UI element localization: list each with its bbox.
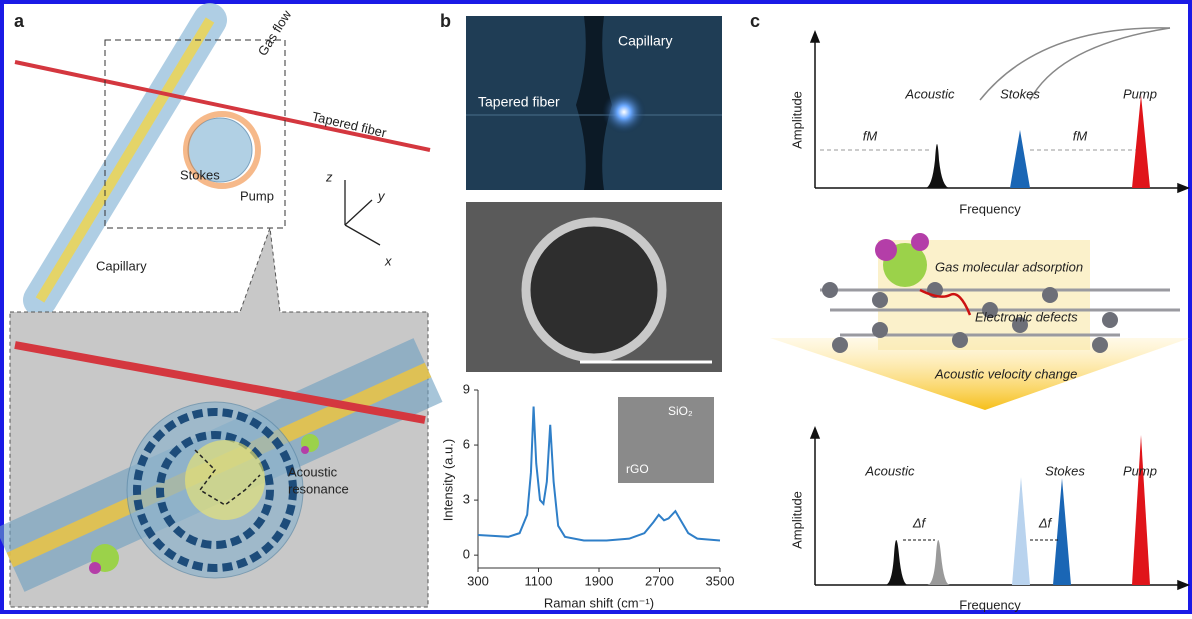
x-tick-label: 1900 (585, 573, 614, 588)
y-tick-label: 3 (463, 492, 470, 507)
label: y (377, 188, 386, 203)
label: Tapered fiber (311, 109, 389, 141)
label: z (325, 169, 333, 184)
label: Electronic defects (975, 309, 1078, 324)
label: Acoustic (864, 463, 915, 478)
label: Acoustic (904, 86, 955, 101)
raman-chart: SiO₂ rGO Intensity (a.u.) Raman shift (c… (440, 381, 734, 610)
label: Stokes (180, 167, 220, 182)
label: Δf (912, 515, 927, 530)
y-axis-title: Amplitude (789, 491, 804, 549)
x-tick-label: 1100 (525, 573, 553, 588)
capillary-tube (40, 20, 258, 300)
label: Pump (1123, 463, 1157, 478)
bottom-peaks (885, 435, 1150, 585)
ring (526, 222, 662, 358)
figure: a Gas flow Tapered fiber Stokes Pump z y… (0, 0, 1192, 614)
panel-label: b (440, 11, 451, 31)
y-axis-title: Intensity (a.u.) (440, 439, 455, 521)
x-axis-title: Raman shift (cm⁻¹) (544, 595, 654, 610)
label: Pump (240, 188, 274, 203)
label: Stokes (1045, 463, 1085, 478)
panel-label: c (750, 11, 760, 31)
label: x (384, 253, 392, 268)
x-tick-label: 2700 (645, 573, 674, 588)
x-axis-title: Frequency (959, 597, 1021, 612)
label: Capillary (618, 33, 672, 49)
panel-label: a (14, 11, 25, 31)
label: Capillary (96, 258, 147, 273)
x-axis-title: Frequency (959, 201, 1021, 216)
label: Acoustic (288, 464, 338, 479)
glow (602, 90, 646, 134)
y-tick-label: 9 (463, 381, 470, 396)
label: Gas molecular adsorption (935, 259, 1083, 274)
y-axis-title: Amplitude (789, 91, 804, 149)
top-axes (811, 32, 1188, 192)
y-tick-label: 0 (463, 547, 470, 562)
x-tick-label: 300 (467, 573, 489, 588)
label: Δf (1038, 515, 1053, 530)
x-tick-label: 3500 (706, 573, 735, 588)
label: fM (1073, 128, 1088, 143)
label: SiO₂ (668, 404, 693, 418)
label: Tapered fiber (478, 94, 560, 110)
label: Gas flow (255, 7, 295, 58)
label: Acoustic velocity change (934, 366, 1077, 381)
top-peaks (820, 28, 1170, 188)
label: Stokes (1000, 86, 1040, 101)
label: rGO (626, 462, 649, 476)
axes-icon (345, 180, 380, 245)
label: resonance (288, 481, 349, 496)
label: fM (863, 128, 878, 143)
label: Pump (1123, 86, 1157, 101)
y-tick-label: 6 (463, 436, 470, 451)
bottom-axes (811, 428, 1188, 589)
